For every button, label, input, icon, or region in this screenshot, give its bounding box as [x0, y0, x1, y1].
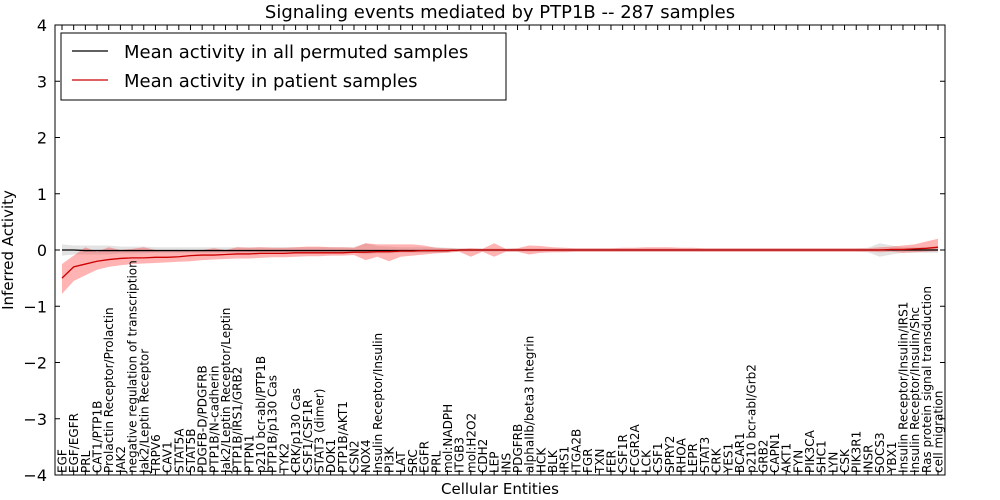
x-tick-label: PTP1B/IRS1/GRB2 [231, 367, 245, 473]
x-tick-label: LEP [488, 451, 502, 473]
x-tick-label: CSK [838, 448, 852, 473]
x-tick-label: TYK2 [277, 443, 291, 474]
x-tick-label: BCAR1 [733, 432, 747, 473]
x-tick-label: FYN [791, 450, 805, 473]
x-tick-label: RHOA [675, 437, 689, 473]
legend-box [60, 32, 507, 101]
x-tick-label: LAT [394, 451, 408, 473]
x-tick-label: p210 bcr-abl/Grb2 [745, 364, 759, 473]
x-tick-label: SOCS3 [873, 432, 887, 473]
x-tick-label: FER [604, 450, 618, 473]
x-tick-label: HCK [534, 447, 548, 473]
x-tick-label: PDGFRB [511, 424, 525, 473]
x-tick-label: SHC1 [815, 440, 829, 473]
x-tick-label: STAT5A [172, 428, 186, 473]
x-tick-label: PIK3R1 [850, 431, 864, 473]
x-tick-label: PTP1B/p130 Cas [266, 375, 280, 473]
x-tick-label: STAT5B [184, 429, 198, 474]
x-tick-label: LCK [640, 449, 654, 473]
series-line-patient [61, 246, 939, 279]
chart-title: Signaling events mediated by PTP1B -- 28… [265, 2, 735, 23]
x-tick-label: PTP1B/N-cadherin [207, 366, 221, 473]
x-tick-label: Insulin Receptor/Insulin [371, 333, 385, 473]
x-tick-label: SRC [406, 449, 420, 473]
x-tick-label: LYN [826, 452, 840, 473]
x-tick-label: mol:H2O2 [464, 413, 478, 473]
y-tick-label: −1 [23, 297, 47, 316]
x-tick-label: Insulin Receptor/Insulin/Shc [908, 307, 922, 473]
x-tick-label: PTPN1 [242, 435, 256, 473]
x-tick-label: CDH2 [476, 439, 490, 473]
x-tick-label: PI3K [383, 446, 397, 473]
x-tick-label: DOK1 [324, 439, 338, 473]
x-tick-label: TXN [593, 448, 607, 474]
legend: Mean activity in all permuted samples Me… [60, 32, 507, 101]
x-tick-label: EGFR [418, 441, 432, 473]
legend-label-patient: Mean activity in patient samples [124, 71, 418, 92]
x-tick-label: LEPR [686, 443, 700, 473]
x-tick-label: YES1 [721, 443, 735, 474]
x-tick-label: PRL [79, 450, 93, 473]
x-tick-label: FGR [581, 448, 595, 473]
x-tick-label: CRK [710, 447, 724, 473]
x-tick-label: PRL [429, 450, 443, 473]
y-tick-label: 3 [37, 72, 47, 91]
x-tick-label: AKT1 [780, 443, 794, 473]
x-tick-label: PDGFB-D/PDGFRB [196, 365, 210, 473]
x-tick-label: CSF1/CSF1R [301, 400, 315, 473]
x-tick-label: ITGA2B [569, 429, 583, 473]
x-tick-label: negative regulation of transcription [126, 260, 140, 473]
x-tick-label: STAT3 [698, 437, 712, 473]
x-tick-label: ITGB3 [453, 437, 467, 473]
x-tick-label: YBX1 [885, 442, 899, 474]
x-tick-label: mol:NADPH [441, 404, 455, 473]
y-tick-label: 1 [37, 185, 47, 204]
x-tick-label: PIK3CA [803, 429, 817, 473]
x-tick-label: Insulin Receptor/Insulin/IRS1 [896, 302, 910, 473]
x-tick-label: TRPV6 [149, 434, 163, 474]
x-tick-label: IRS1 [558, 446, 572, 473]
y-tick-label: −3 [23, 410, 47, 429]
y-tick-label: 0 [37, 241, 47, 260]
x-tick-label: CAV1 [161, 441, 175, 473]
y-axis-label: Inferred Activity [0, 190, 17, 310]
x-tick-label: FCGR2A [628, 423, 642, 473]
x-tick-label: EGF/EGFR [67, 413, 81, 473]
x-tick-label: INSR [861, 445, 875, 473]
x-tick-label: Ras protein signal transduction [920, 286, 934, 473]
x-tick-label: CSF1R [616, 434, 630, 473]
x-tick-label: SPRY2 [663, 436, 677, 473]
confidence-band-patient [62, 238, 938, 294]
x-tick-label: EGF [56, 449, 70, 473]
series-lines [61, 246, 939, 279]
x-tick-label: PTP1B/AKT1 [336, 401, 350, 473]
x-tick-label: GRB2 [756, 439, 770, 473]
x-tick-label: Jak2/Leptin Receptor [137, 349, 151, 474]
x-tick-label: Jak2/Leptin Receptor/Leptin [219, 308, 233, 474]
legend-label-permuted: Mean activity in all permuted samples [124, 42, 468, 63]
x-tick-label: INS [499, 453, 513, 473]
x-tick-label: alphaIIb/beta3 Integrin [523, 336, 537, 473]
x-tick-label: JAK2 [114, 446, 128, 474]
y-axis-ticks: −4 −3 −2 −1 0 1 2 3 4 [23, 16, 945, 485]
y-tick-label: 4 [37, 16, 47, 35]
x-tick-label: CSF1 [651, 442, 665, 473]
x-tick-label: CAT1/PTP1B [91, 401, 105, 473]
x-axis-label: Cellular Entities [441, 480, 559, 498]
y-tick-label: −4 [23, 466, 47, 485]
x-tick-label: STAT3 (dimer) [312, 389, 326, 473]
x-tick-label: NOX4 [359, 439, 373, 473]
x-tick-label: p210 bcr-abl/PTP1B [254, 356, 268, 473]
x-tick-label: CSN2 [348, 440, 362, 473]
x-tick-label: BLK [546, 449, 560, 473]
x-tick-label: cell migration [932, 391, 946, 473]
x-tick-label: CRK/p130 Cas [289, 388, 303, 473]
x-tick-label: CAPN1 [768, 433, 782, 473]
y-tick-label: 2 [37, 129, 47, 148]
x-tick-label: Prolactin Receptor/Prolactin [102, 307, 116, 473]
y-tick-label: −2 [23, 354, 47, 373]
